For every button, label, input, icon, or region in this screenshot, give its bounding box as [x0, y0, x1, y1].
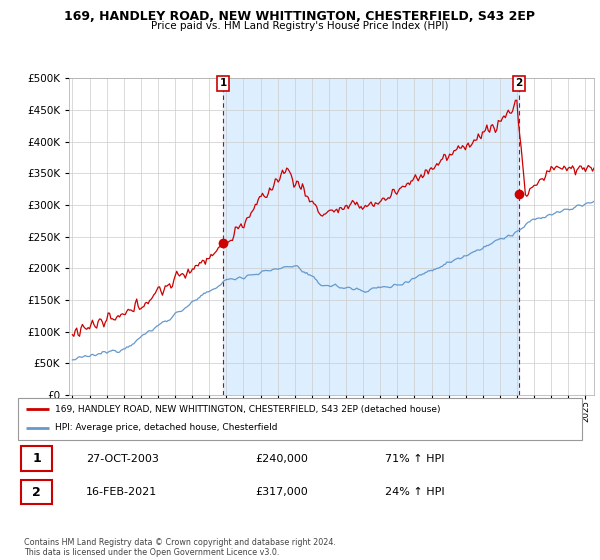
Text: 1: 1 [220, 78, 227, 88]
Text: £317,000: £317,000 [255, 487, 308, 497]
Text: 2: 2 [515, 78, 523, 88]
FancyBboxPatch shape [18, 398, 582, 440]
Text: £240,000: £240,000 [255, 454, 308, 464]
Text: 169, HANDLEY ROAD, NEW WHITTINGTON, CHESTERFIELD, S43 2EP: 169, HANDLEY ROAD, NEW WHITTINGTON, CHES… [65, 10, 536, 22]
Text: 16-FEB-2021: 16-FEB-2021 [86, 487, 157, 497]
Text: Price paid vs. HM Land Registry's House Price Index (HPI): Price paid vs. HM Land Registry's House … [151, 21, 449, 31]
Text: 27-OCT-2003: 27-OCT-2003 [86, 454, 158, 464]
Bar [223, 78, 519, 395]
FancyBboxPatch shape [21, 446, 52, 471]
FancyBboxPatch shape [21, 480, 52, 505]
Text: HPI: Average price, detached house, Chesterfield: HPI: Average price, detached house, Ches… [55, 423, 277, 432]
Text: 24% ↑ HPI: 24% ↑ HPI [385, 487, 444, 497]
Text: Contains HM Land Registry data © Crown copyright and database right 2024.
This d: Contains HM Land Registry data © Crown c… [24, 538, 336, 557]
Text: 169, HANDLEY ROAD, NEW WHITTINGTON, CHESTERFIELD, S43 2EP (detached house): 169, HANDLEY ROAD, NEW WHITTINGTON, CHES… [55, 405, 440, 414]
Text: 1: 1 [32, 452, 41, 465]
Text: 71% ↑ HPI: 71% ↑ HPI [385, 454, 444, 464]
Text: 2: 2 [32, 486, 41, 499]
